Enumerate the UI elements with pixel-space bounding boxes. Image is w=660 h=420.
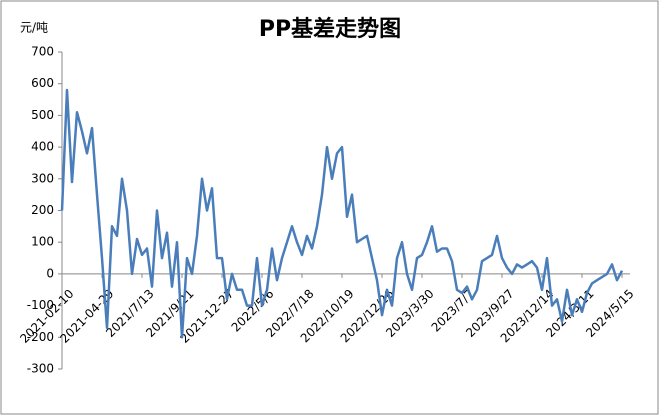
y-tick-label: 0 bbox=[46, 266, 54, 280]
y-tick-label: -300 bbox=[27, 362, 54, 376]
y-tick-label: 300 bbox=[31, 171, 54, 185]
y-tick-label: 500 bbox=[31, 108, 54, 122]
data-line bbox=[60, 88, 624, 339]
y-tick-label: 200 bbox=[31, 203, 54, 217]
y-tick-label: 600 bbox=[31, 76, 54, 90]
y-tick-label: -200 bbox=[27, 330, 54, 344]
y-axis-label: 元/吨 bbox=[20, 21, 48, 35]
y-tick-label: 400 bbox=[31, 140, 54, 154]
y-tick-label: 700 bbox=[31, 45, 54, 59]
y-tick-label: 100 bbox=[31, 235, 54, 249]
y-tick-label: -100 bbox=[27, 298, 54, 312]
chart-title: PP基差走势图 bbox=[259, 16, 401, 42]
